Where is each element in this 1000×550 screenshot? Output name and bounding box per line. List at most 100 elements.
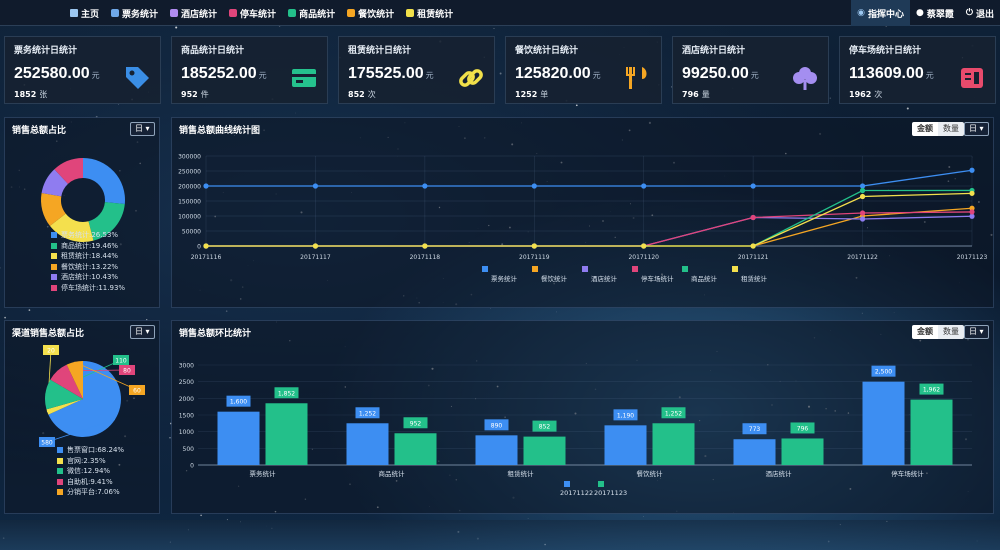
bar[interactable] (604, 425, 647, 465)
data-point[interactable] (422, 183, 428, 189)
card-title: 停车场统计日统计 (849, 46, 922, 56)
count-button[interactable]: 数量 (938, 325, 964, 339)
bar[interactable] (733, 439, 776, 465)
data-point[interactable] (969, 213, 975, 219)
donut-slice[interactable] (41, 169, 69, 197)
legend-item[interactable]: 售票窗口:68.24% (57, 445, 124, 456)
sales-share-legend: 票务统计:26.53% 商品统计:19.46% 租赁统计:18.44% 餐饮统计:13… (51, 230, 125, 293)
legend-label[interactable]: 租赁统计 (741, 274, 768, 283)
legend-item[interactable]: 租赁统计:18.44% (51, 251, 125, 262)
bar[interactable] (346, 423, 389, 465)
legend-item[interactable]: 官网:2.35% (57, 456, 124, 467)
count-button[interactable]: 数量 (938, 122, 964, 136)
legend-item[interactable]: 酒店统计:10.43% (51, 272, 125, 283)
data-point[interactable] (750, 183, 756, 189)
data-point[interactable] (969, 190, 975, 196)
data-point[interactable] (312, 243, 319, 249)
legend-item[interactable]: 餐饮统计:13.22% (51, 262, 125, 273)
nav-item[interactable]: 停车统计 (223, 0, 282, 26)
data-point[interactable] (641, 183, 647, 189)
callout-line (45, 359, 122, 395)
data-point[interactable] (859, 183, 866, 189)
legend-item[interactable]: 微信:12.94% (57, 466, 124, 477)
series-line[interactable] (206, 169, 973, 187)
nav-item[interactable]: 商品统计 (282, 0, 341, 26)
nav-item[interactable]: 主页 (64, 0, 105, 26)
data-point[interactable] (969, 167, 975, 173)
period-dropdown[interactable]: 日 ▾ (130, 325, 155, 339)
amount-button[interactable]: 金额 (912, 122, 938, 136)
data-point[interactable] (859, 193, 866, 200)
bar-label-box (742, 423, 767, 435)
bar[interactable] (523, 436, 566, 465)
donut-slice[interactable] (83, 158, 125, 205)
card-value: 252580.00 元 (14, 65, 100, 82)
donut-slice[interactable] (88, 202, 125, 241)
legend-label[interactable]: 20171123 (594, 489, 627, 497)
series-line[interactable] (206, 192, 973, 247)
legend-swatch (51, 263, 57, 270)
nav-item[interactable]: 酒店统计 (164, 0, 223, 26)
bar[interactable] (910, 399, 953, 465)
legend-swatch (57, 447, 63, 454)
logout-button[interactable]: ⏻ 退出 (965, 8, 994, 20)
legend-label[interactable]: 餐饮统计 (541, 274, 568, 283)
donut-slice[interactable] (54, 158, 83, 184)
legend-label[interactable]: 20171122 (560, 489, 593, 497)
data-point[interactable] (969, 209, 975, 215)
bar[interactable] (652, 423, 695, 465)
bar[interactable] (475, 435, 518, 465)
bar[interactable] (781, 438, 824, 465)
amount-button[interactable]: 金额 (912, 325, 938, 339)
legend-item[interactable]: 票务统计:26.53% (51, 230, 125, 241)
data-point[interactable] (859, 216, 866, 222)
legend-label[interactable]: 票务统计 (491, 274, 518, 283)
pie-slice[interactable] (46, 399, 83, 415)
data-point[interactable] (859, 187, 866, 194)
pie-slice[interactable] (48, 361, 121, 437)
power-icon: ⏻ (965, 8, 973, 18)
legend-label[interactable]: 商品统计 (691, 274, 718, 283)
legend-swatch (57, 489, 63, 496)
pie-slice[interactable] (50, 364, 83, 399)
star (28, 309, 31, 311)
legend-item[interactable]: 商品统计:19.46% (51, 241, 125, 252)
callout-line (57, 369, 128, 372)
bar[interactable] (862, 381, 905, 465)
legend-label[interactable]: 停车场统计 (641, 274, 674, 283)
nav-item[interactable]: 票务统计 (105, 0, 164, 26)
legend-item[interactable]: 分销平台:7.06% (57, 487, 124, 498)
y-tick-label: 500 (183, 446, 195, 453)
data-point[interactable] (422, 243, 428, 249)
data-point[interactable] (641, 243, 647, 249)
data-point[interactable] (859, 210, 866, 216)
data-point[interactable] (203, 183, 209, 189)
legend-item[interactable]: 停车场统计:11.93% (51, 283, 125, 294)
nav-item[interactable]: 租赁统计 (400, 0, 459, 26)
bar[interactable] (394, 433, 437, 465)
donut-slice[interactable] (41, 193, 66, 226)
command-center-button[interactable]: ◉ 指挥中心 (851, 0, 910, 26)
bar[interactable] (265, 403, 308, 465)
user-menu[interactable]: ● 蔡翠霞 (915, 8, 954, 20)
bar[interactable] (217, 411, 260, 465)
data-point[interactable] (203, 243, 209, 249)
bar-value-label: 890 (491, 422, 503, 429)
data-point[interactable] (312, 183, 319, 189)
bar-label-box (226, 395, 251, 407)
legend-item[interactable]: 自助机:9.41% (57, 477, 124, 488)
pie-slice[interactable] (66, 361, 83, 399)
donut-slice[interactable] (49, 213, 94, 242)
data-point[interactable] (531, 183, 537, 189)
period-dropdown[interactable]: 日 ▾ (964, 122, 989, 136)
data-point[interactable] (750, 214, 756, 221)
series-line[interactable] (206, 207, 973, 247)
nav-item[interactable]: 餐饮统计 (341, 0, 400, 26)
period-dropdown[interactable]: 日 ▾ (964, 325, 989, 339)
data-point[interactable] (969, 205, 975, 211)
data-point[interactable] (531, 243, 537, 249)
pie-slice[interactable] (44, 379, 83, 410)
data-point[interactable] (750, 243, 756, 249)
legend-label[interactable]: 酒店统计 (591, 274, 618, 283)
period-dropdown[interactable]: 日 ▾ (130, 122, 155, 136)
